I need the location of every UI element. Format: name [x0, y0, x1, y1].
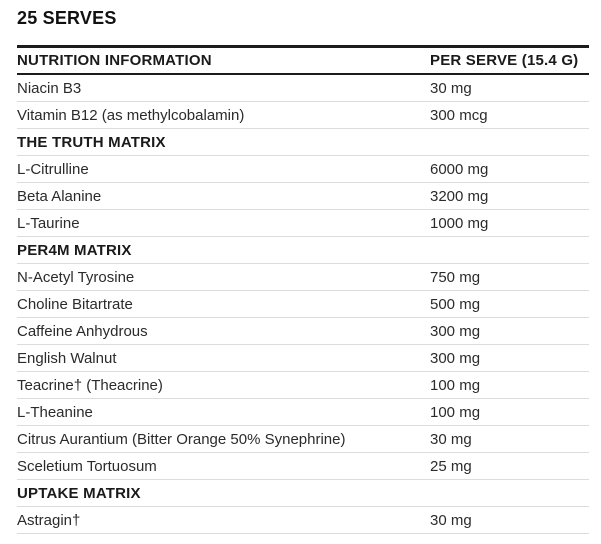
- ingredient-amount: 30 mg: [430, 506, 589, 534]
- ingredient-amount: 750 mg: [430, 263, 589, 291]
- ingredient-name: Caffeine Anhydrous: [17, 317, 430, 345]
- ingredient-name: Beta Alanine: [17, 182, 430, 210]
- ingredient-amount: 6000 mg: [430, 155, 589, 183]
- ingredient-name: N-Acetyl Tyrosine: [17, 263, 430, 291]
- section-header-row: UPTAKE MATRIX: [17, 479, 589, 507]
- ingredient-row: English Walnut 300 mg: [17, 344, 589, 372]
- ingredient-row: Choline Bitartrate 500 mg: [17, 290, 589, 318]
- ingredient-amount: [430, 236, 589, 264]
- ingredient-amount: 25 mg: [430, 452, 589, 480]
- ingredient-row: Sceletium Tortuosum 25 mg: [17, 452, 589, 480]
- ingredient-row: L-Citrulline 6000 mg: [17, 155, 589, 183]
- ingredient-name: Vitamin B12 (as methylcobalamin): [17, 101, 430, 129]
- col-header-nutrition-information: NUTRITION INFORMATION: [17, 45, 430, 75]
- table-body: Niacin B3 30 mg Vitamin B12 (as methylcoba…: [17, 74, 589, 534]
- ingredient-row: Caffeine Anhydrous 300 mg: [17, 317, 589, 345]
- ingredient-row: Vitamin B12 (as methylcobalamin) 300 mcg: [17, 101, 589, 129]
- col-header-per-serve: PER SERVE (15.4 G): [430, 45, 589, 75]
- ingredient-row: L-Theanine 100 mg: [17, 398, 589, 426]
- ingredient-name: Niacin B3: [17, 74, 430, 102]
- section-header-row: PER4M MATRIX: [17, 236, 589, 264]
- ingredient-amount: 100 mg: [430, 398, 589, 426]
- ingredient-row: L-Taurine 1000 mg: [17, 209, 589, 237]
- ingredient-amount: 30 mg: [430, 74, 589, 102]
- ingredient-row: Niacin B3 30 mg: [17, 74, 589, 102]
- ingredient-name: L-Theanine: [17, 398, 430, 426]
- ingredient-row: Teacrine† (Theacrine) 100 mg: [17, 371, 589, 399]
- section-name: PER4M MATRIX: [17, 236, 430, 264]
- ingredient-amount: 300 mg: [430, 317, 589, 345]
- ingredient-amount: 300 mg: [430, 344, 589, 372]
- ingredient-name: English Walnut: [17, 344, 430, 372]
- ingredient-amount: 300 mcg: [430, 101, 589, 129]
- ingredient-name: Choline Bitartrate: [17, 290, 430, 318]
- ingredient-amount: 1000 mg: [430, 209, 589, 237]
- ingredient-amount: 30 mg: [430, 425, 589, 453]
- ingredient-row: Astragin† 30 mg: [17, 506, 589, 534]
- ingredient-row: N-Acetyl Tyrosine 750 mg: [17, 263, 589, 291]
- ingredient-amount: [430, 128, 589, 156]
- ingredient-name: L-Taurine: [17, 209, 430, 237]
- ingredient-amount: 500 mg: [430, 290, 589, 318]
- serves-title: 25 SERVES: [17, 8, 117, 28]
- ingredient-row: Citrus Aurantium (Bitter Orange 50% Syne…: [17, 425, 589, 453]
- ingredient-amount: 3200 mg: [430, 182, 589, 210]
- ingredient-amount: 100 mg: [430, 371, 589, 399]
- ingredient-name: L-Citrulline: [17, 155, 430, 183]
- section-header-row: THE TRUTH MATRIX: [17, 128, 589, 156]
- ingredient-amount: [430, 479, 589, 507]
- section-name: THE TRUTH MATRIX: [17, 128, 430, 156]
- ingredient-row: Beta Alanine 3200 mg: [17, 182, 589, 210]
- ingredient-name: Teacrine† (Theacrine): [17, 371, 430, 399]
- table-header-row: NUTRITION INFORMATION PER SERVE (15.4 G): [17, 45, 589, 75]
- ingredient-name: Citrus Aurantium (Bitter Orange 50% Syne…: [17, 425, 430, 453]
- ingredient-name: Sceletium Tortuosum: [17, 452, 430, 480]
- ingredient-name: Astragin†: [17, 506, 430, 534]
- nutrition-table: NUTRITION INFORMATION PER SERVE (15.4 G)…: [17, 45, 589, 534]
- section-name: UPTAKE MATRIX: [17, 479, 430, 507]
